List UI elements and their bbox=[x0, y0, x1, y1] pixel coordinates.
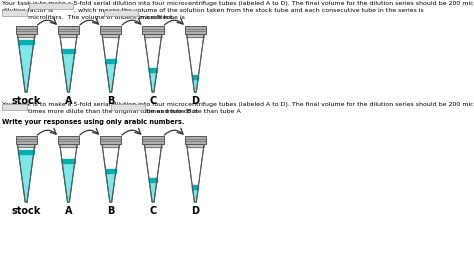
Text: times more dilute than tube A: times more dilute than tube A bbox=[146, 109, 241, 114]
Text: A: A bbox=[64, 206, 72, 216]
Text: D: D bbox=[191, 96, 200, 106]
Bar bbox=[100, 26, 121, 34]
Polygon shape bbox=[62, 50, 75, 92]
Polygon shape bbox=[18, 151, 34, 202]
Bar bbox=[104, 10, 138, 16]
Bar bbox=[58, 136, 79, 144]
Bar bbox=[2, 10, 27, 16]
Polygon shape bbox=[18, 34, 35, 92]
Polygon shape bbox=[106, 170, 116, 202]
Polygon shape bbox=[18, 40, 34, 44]
Bar bbox=[143, 136, 164, 144]
Bar bbox=[58, 26, 79, 34]
Polygon shape bbox=[187, 34, 204, 92]
Text: Write your responses using only arabic numbers.: Write your responses using only arabic n… bbox=[2, 119, 184, 125]
Polygon shape bbox=[102, 34, 119, 37]
Bar bbox=[100, 136, 121, 144]
Text: times more dilute than the original tube and tube B is: times more dilute than the original tube… bbox=[28, 109, 198, 114]
Bar bbox=[111, 104, 145, 110]
Polygon shape bbox=[149, 69, 157, 92]
Polygon shape bbox=[149, 178, 157, 182]
Bar bbox=[29, 3, 73, 9]
Polygon shape bbox=[18, 150, 34, 154]
Polygon shape bbox=[145, 34, 162, 37]
Text: B: B bbox=[107, 96, 114, 106]
Polygon shape bbox=[192, 186, 199, 202]
Polygon shape bbox=[187, 144, 204, 147]
Polygon shape bbox=[149, 68, 157, 72]
Bar bbox=[16, 136, 36, 144]
Polygon shape bbox=[60, 34, 77, 37]
Polygon shape bbox=[102, 144, 119, 147]
Polygon shape bbox=[62, 49, 75, 53]
Polygon shape bbox=[187, 34, 204, 37]
Polygon shape bbox=[192, 76, 199, 92]
Polygon shape bbox=[106, 59, 116, 63]
Bar bbox=[185, 26, 206, 34]
Polygon shape bbox=[60, 144, 77, 147]
Polygon shape bbox=[145, 144, 162, 202]
Text: C: C bbox=[149, 96, 157, 106]
Text: microliters.  The volume of diluent in each tube is: microliters. The volume of diluent in ea… bbox=[28, 15, 185, 20]
Polygon shape bbox=[62, 159, 75, 163]
Text: A: A bbox=[64, 96, 72, 106]
Polygon shape bbox=[187, 144, 204, 202]
Text: microliters.: microliters. bbox=[139, 15, 175, 20]
Polygon shape bbox=[106, 169, 116, 173]
Polygon shape bbox=[18, 41, 34, 92]
Polygon shape bbox=[18, 34, 35, 37]
Polygon shape bbox=[149, 179, 157, 202]
Text: B: B bbox=[107, 206, 114, 216]
Text: Your task is to make a 5-fold serial dilution into four microcentrifuge tubes (l: Your task is to make a 5-fold serial dil… bbox=[2, 102, 474, 107]
Polygon shape bbox=[18, 144, 35, 147]
Text: , which means the volume of the solution taken from the stock tube and each cons: , which means the volume of the solution… bbox=[74, 8, 424, 13]
Polygon shape bbox=[102, 144, 119, 202]
Polygon shape bbox=[60, 34, 77, 92]
Polygon shape bbox=[192, 75, 199, 79]
Bar bbox=[16, 26, 36, 34]
Polygon shape bbox=[102, 34, 119, 92]
Polygon shape bbox=[60, 144, 77, 202]
Polygon shape bbox=[106, 60, 116, 92]
Polygon shape bbox=[18, 144, 35, 202]
Text: dilution factor is: dilution factor is bbox=[2, 8, 53, 13]
Bar bbox=[2, 104, 27, 110]
Text: Your task is to make a 5-fold serial dilution into four microcentrifuge tubes (l: Your task is to make a 5-fold serial dil… bbox=[2, 1, 474, 6]
Bar bbox=[143, 26, 164, 34]
Bar bbox=[185, 136, 206, 144]
Text: C: C bbox=[149, 206, 157, 216]
Text: stock: stock bbox=[11, 206, 41, 216]
Polygon shape bbox=[62, 160, 75, 202]
Text: D: D bbox=[191, 206, 200, 216]
Polygon shape bbox=[145, 34, 162, 92]
Text: stock: stock bbox=[11, 96, 41, 106]
Polygon shape bbox=[145, 144, 162, 147]
Polygon shape bbox=[192, 185, 199, 189]
